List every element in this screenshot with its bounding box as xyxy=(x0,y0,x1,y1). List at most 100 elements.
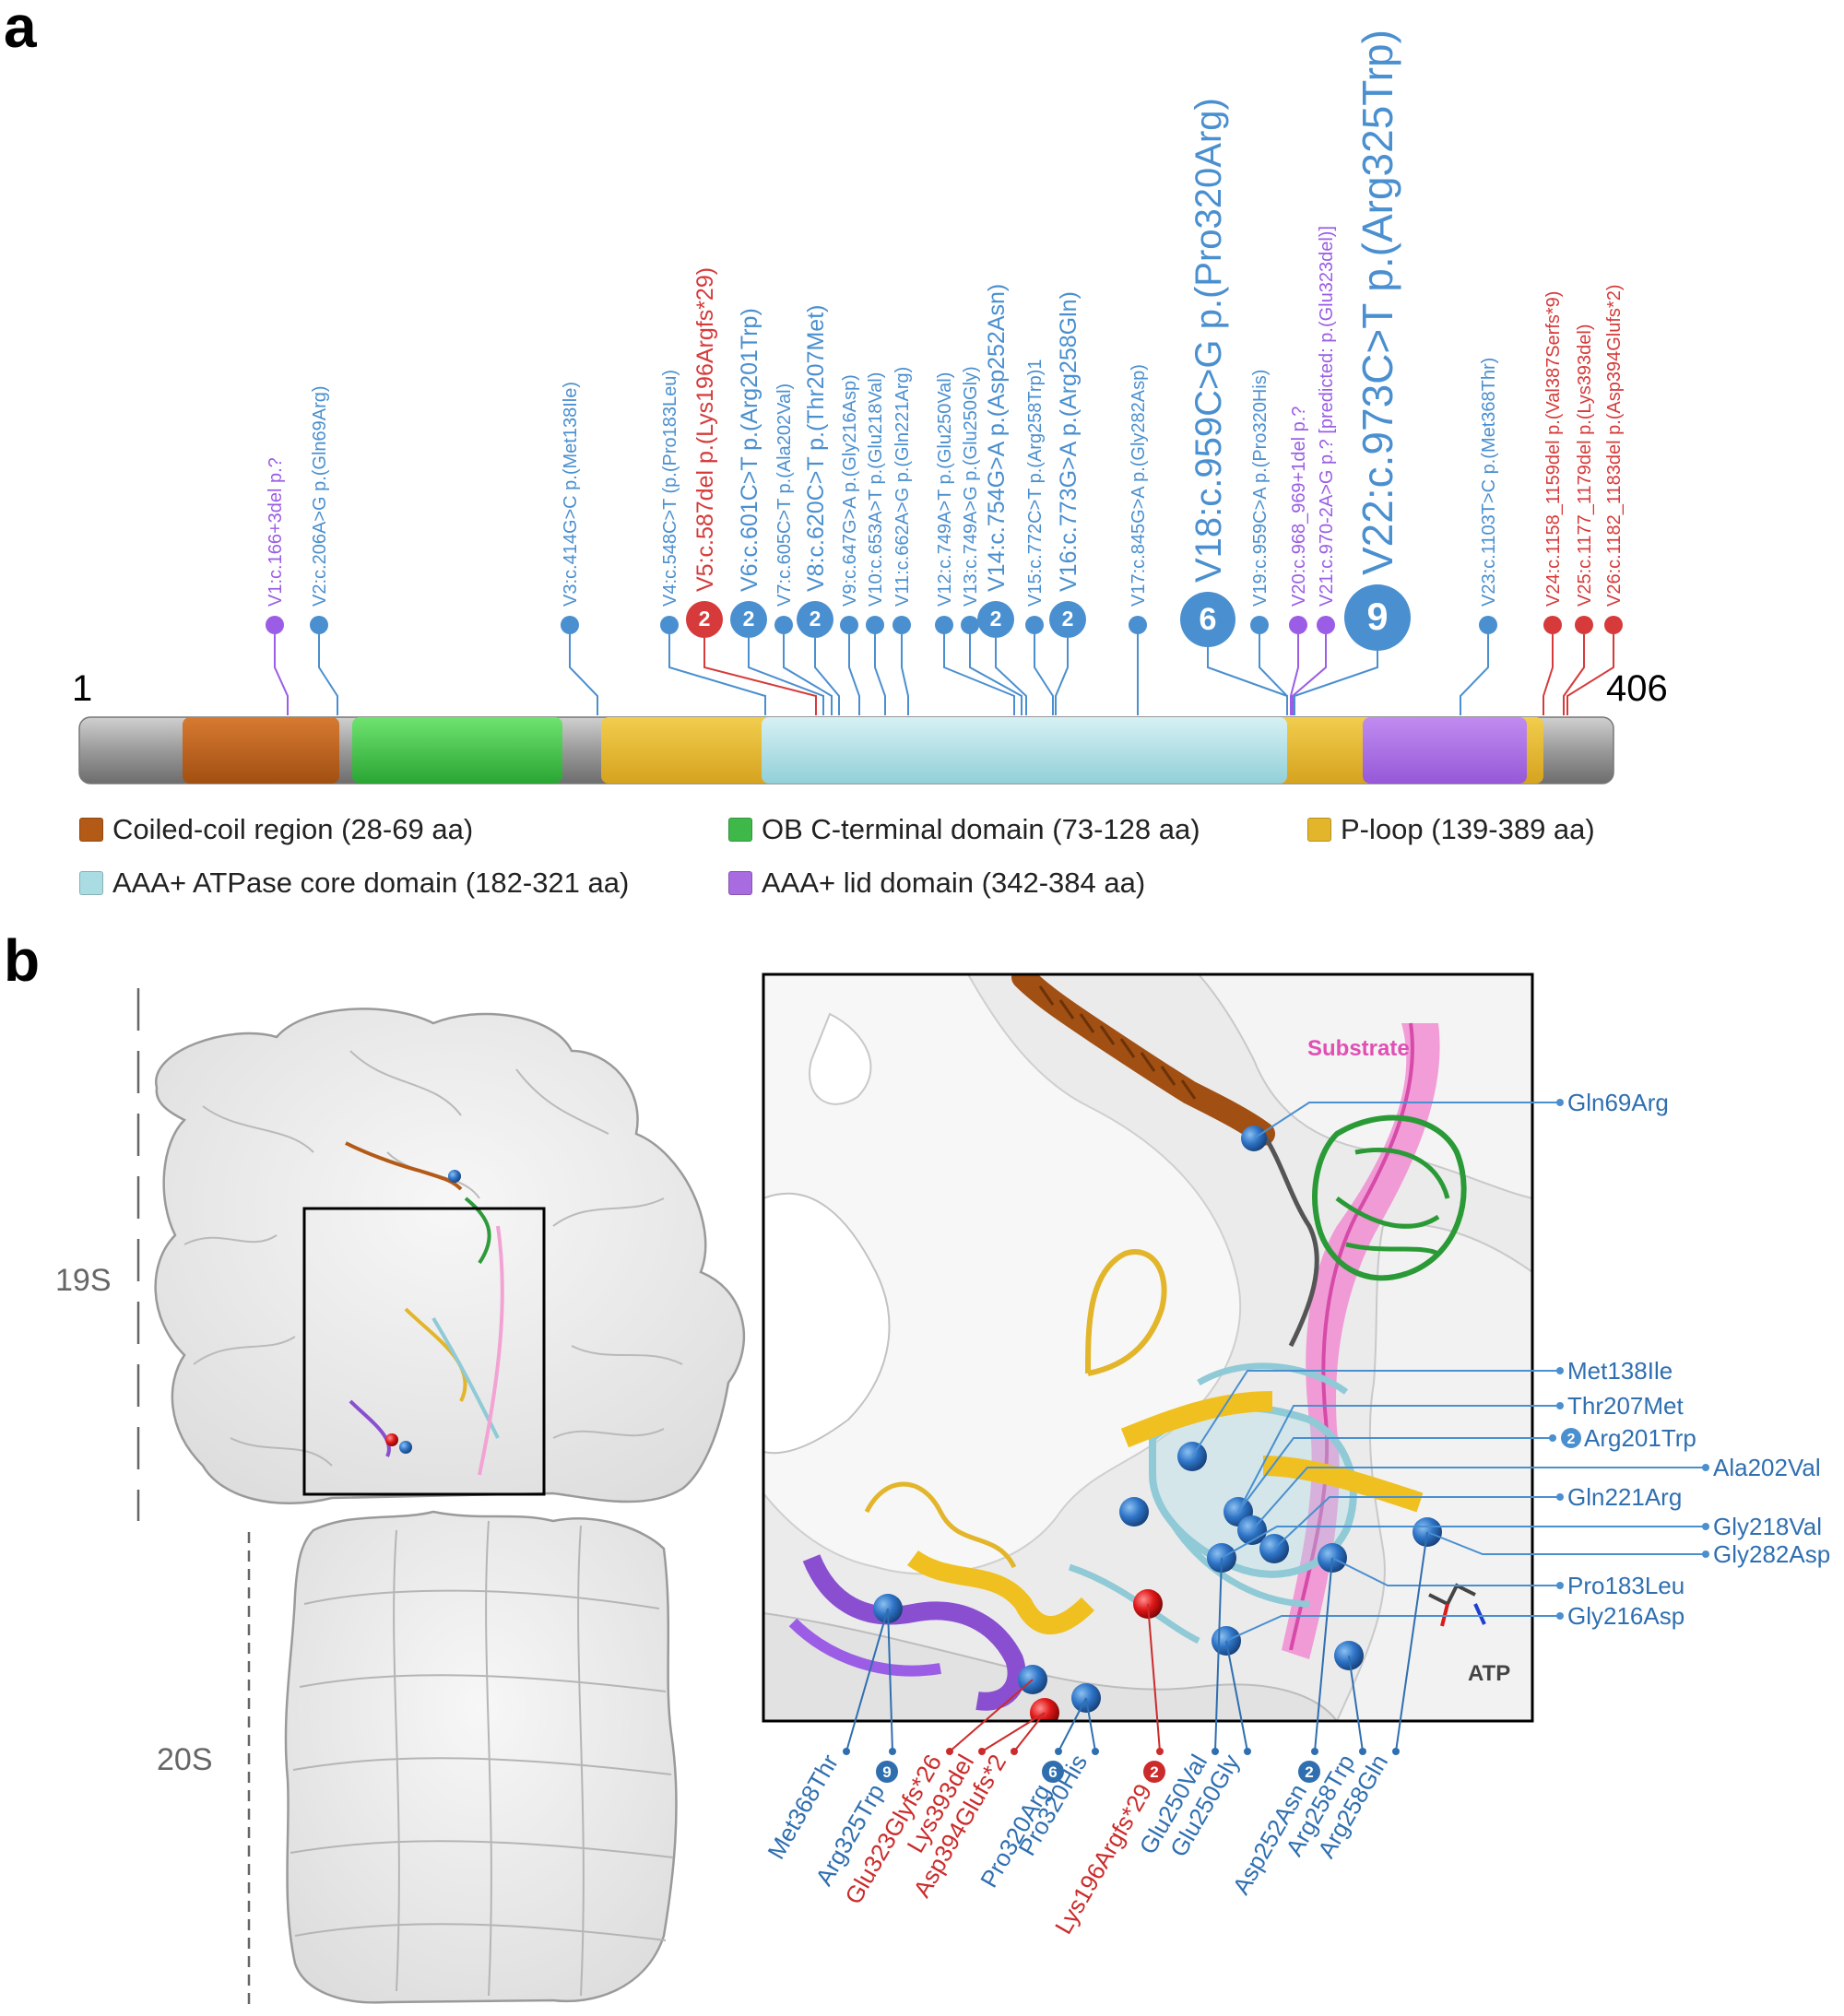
callout-dot xyxy=(889,1748,896,1755)
legend-swatch xyxy=(1307,818,1331,842)
variant-stem xyxy=(318,634,338,715)
variant-stem xyxy=(783,634,833,715)
callout-line xyxy=(1331,1557,1560,1586)
callout-dot xyxy=(1556,1612,1564,1620)
callout-line xyxy=(1214,1557,1223,1752)
panel-a-letter: a xyxy=(4,0,37,60)
axis-end-label: 406 xyxy=(1606,668,1668,709)
callout-r6: Gln221Arg xyxy=(1273,1483,1682,1550)
variant-stem xyxy=(748,638,824,715)
callout-r5: Ala202Val xyxy=(1251,1454,1821,1531)
callout-dot xyxy=(1244,1748,1251,1755)
variant-marker xyxy=(266,616,284,634)
variant-v20: V20:c.968_969+1del p.? xyxy=(1289,407,1309,715)
callout-dot xyxy=(1359,1748,1366,1755)
legend-coiled-coil: Coiled-coil region (28-69 aa) xyxy=(79,813,473,846)
variant-marker xyxy=(730,601,767,638)
variant-count: 2 xyxy=(990,607,1002,631)
variant-marker xyxy=(1025,616,1044,634)
variant-label: V10:c.653A>T p.(Glu218Val) xyxy=(866,372,886,607)
variant-label: V3:c.414G>C p.(Met138Ile) xyxy=(561,382,581,607)
callout-r1: Gln69Arg xyxy=(1253,1089,1669,1139)
variant-label: V18:c.959C>G p.(Pro320Arg) xyxy=(1188,98,1229,583)
variant-count: 2 xyxy=(1062,607,1074,631)
variant-label: V4:c.548C>T (p.(Pro183Leu) xyxy=(660,370,680,607)
callout-dot xyxy=(1392,1748,1400,1755)
callout-r9: Pro183Leu xyxy=(1331,1557,1684,1599)
legend-aaa-lid: AAA+ lid domain (342-384 aa) xyxy=(728,867,1145,900)
variant-marker xyxy=(977,601,1014,638)
callout-label: Gln69Arg xyxy=(1567,1089,1669,1116)
legend-swatch xyxy=(728,818,752,842)
variant-stem xyxy=(668,634,766,715)
callout-r2: Met138Ile xyxy=(1191,1357,1673,1457)
variant-label: V2:c.206A>G p.(Gln69Arg) xyxy=(310,385,330,607)
label-20s: 20S xyxy=(157,1742,213,1777)
variant-label: V25:c.1177_1179del p.(Lys393del) xyxy=(1575,324,1595,607)
variant-stem xyxy=(848,634,860,715)
callout-badge xyxy=(1561,1428,1581,1448)
variant-marker xyxy=(840,616,858,634)
variant-label: V12:c.749A>T p.(Glu250Val) xyxy=(935,372,955,607)
callout-badge-text: 9 xyxy=(882,1763,891,1781)
variant-label: V17:c.845G>A p.(Gly282Asp) xyxy=(1129,364,1149,607)
variant-label: V24:c.1158_1159del p.(Val387Serfs*9) xyxy=(1543,291,1564,607)
variant-label: V11:c.662A>G p.(Gln221Arg) xyxy=(892,367,913,607)
variant-marker xyxy=(660,616,679,634)
legend-ob-c-terminal: OB C-terminal domain (73-128 aa) xyxy=(728,813,1200,846)
callout-line xyxy=(981,1712,1046,1752)
domain-aaa-core xyxy=(762,717,1287,784)
variant-v24: V24:c.1158_1159del p.(Val387Serfs*9) xyxy=(1543,291,1564,715)
callout-badge xyxy=(876,1761,898,1783)
variant-stem xyxy=(969,634,1022,715)
callout-label: Ala202Val xyxy=(1713,1454,1821,1481)
callout-line xyxy=(1348,1655,1364,1752)
variant-v11: V11:c.662A>G p.(Gln221Arg) xyxy=(892,367,913,715)
variant-count: 2 xyxy=(743,607,755,631)
callout-dot xyxy=(1556,1582,1564,1589)
callout-dot xyxy=(978,1748,986,1755)
legend-swatch xyxy=(79,871,103,895)
variant-v15: V15:c.772C>T p.(Arg258Trp)1 xyxy=(1025,360,1054,715)
variant-marker xyxy=(961,616,979,634)
callout-line xyxy=(1395,1531,1428,1752)
variant-marker xyxy=(1317,616,1335,634)
callout-line xyxy=(1426,1531,1706,1555)
callout-label: Met138Ile xyxy=(1567,1357,1673,1385)
variant-stem xyxy=(1290,634,1299,715)
variant-stem xyxy=(995,638,1027,715)
variant-marker xyxy=(1575,616,1593,634)
variant-label: V13:c.749A>G p.(Glu250Gly) xyxy=(961,366,981,607)
callout-line xyxy=(1314,1557,1333,1752)
callout-line xyxy=(845,1608,889,1752)
variant-marker xyxy=(310,616,328,634)
variant-marker xyxy=(892,616,911,634)
variant-v17: V17:c.845G>A p.(Gly282Asp) xyxy=(1129,364,1149,715)
variant-marker xyxy=(561,616,579,634)
callout-label: Gly282Asp xyxy=(1713,1540,1830,1568)
variant-v19: V19:c.959C>A p.(Pro320His) xyxy=(1250,370,1288,715)
right-callouts: Gln69Arg Met138Ile Thr207Met 2 Arg201Trp Ala2… xyxy=(1191,1089,1830,1642)
variant-marker xyxy=(1344,584,1411,651)
domain-bar xyxy=(78,716,1614,784)
variant-v13: V13:c.749A>G p.(Glu250Gly) xyxy=(961,366,1022,715)
variant-v26: V26:c.1182_1183del p.(Asp394Glufs*2) xyxy=(1566,284,1625,715)
callout-dot xyxy=(1549,1434,1556,1442)
variant-marker xyxy=(866,616,884,634)
legend-swatch xyxy=(79,818,103,842)
variant-stem xyxy=(274,634,289,715)
legend-label: P-loop (139-389 aa) xyxy=(1341,813,1595,845)
variant-stem xyxy=(1566,634,1614,715)
variant-lollipops: V1:c.166+3del p.? V2:c.206A>G p.(Gln69Arg… xyxy=(266,29,1625,715)
variant-stem xyxy=(1294,651,1378,715)
callout-line xyxy=(1085,1697,1096,1752)
label-19s: 19S xyxy=(55,1263,112,1298)
callout-line xyxy=(1225,1615,1560,1642)
variant-label: V16:c.773G>A p.(Arg258Gln) xyxy=(1056,291,1082,592)
axis-start-label: 1 xyxy=(72,668,92,709)
variant-count: 2 xyxy=(810,607,822,631)
variant-v9: V9:c.647G>A p.(Gly216Asp) xyxy=(840,374,860,715)
variant-v6: 2 V6:c.601C>T p.(Arg201Trp) xyxy=(730,308,824,715)
callout-label: Gly218Val xyxy=(1713,1513,1822,1540)
variant-label: V5:c.587del p.(Lys196Argfs*29) xyxy=(692,267,718,592)
